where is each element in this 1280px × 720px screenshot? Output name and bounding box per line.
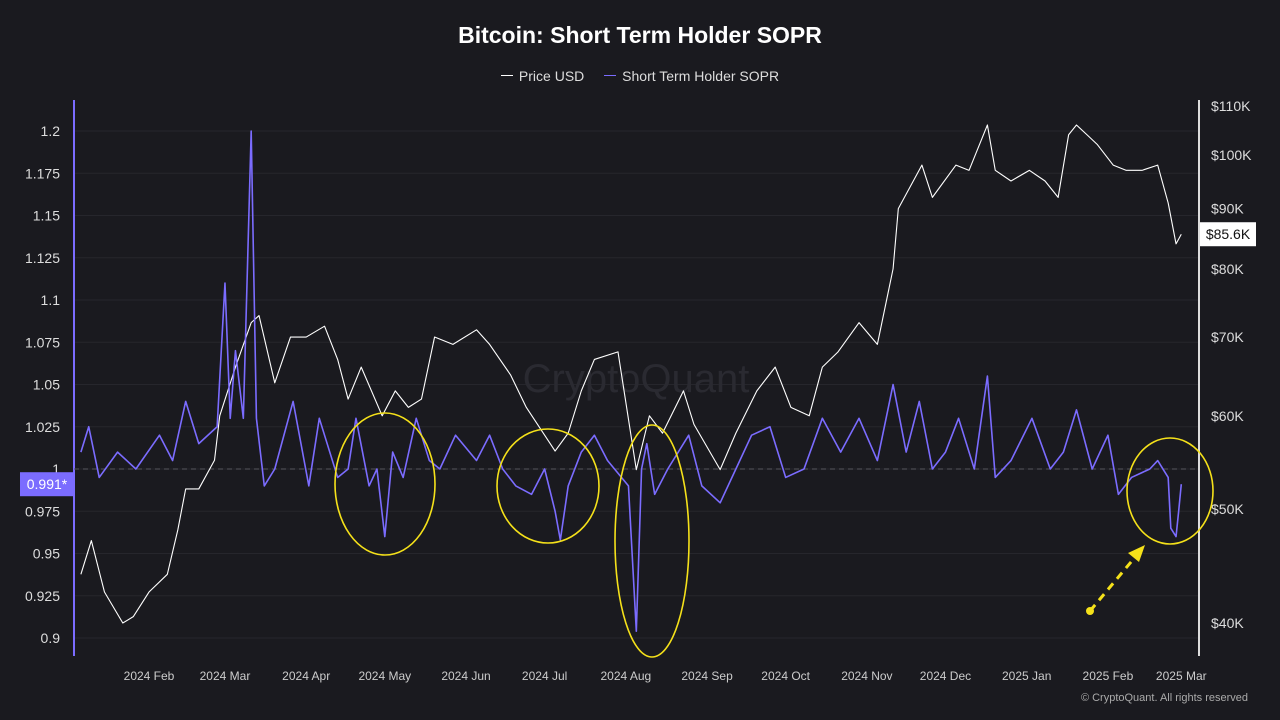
x-tick-label: 2024 Apr [282, 669, 330, 683]
right-tick-label: $80K [1211, 261, 1244, 277]
x-tick-label: 2024 Oct [761, 669, 810, 683]
x-tick-label: 2025 Feb [1083, 669, 1134, 683]
right-tick-label: $40K [1211, 615, 1244, 631]
x-tick-label: 2024 Aug [600, 669, 651, 683]
x-tick-label: 2024 Nov [841, 669, 892, 683]
left-tick-label: 0.925 [25, 588, 60, 604]
highlight-ellipse [1126, 437, 1214, 545]
right-tick-label: $110K [1211, 98, 1251, 114]
sopr-current-value: 0.991* [27, 476, 68, 492]
left-tick-label: 1.075 [25, 334, 60, 350]
x-tick-label: 2025 Jan [1002, 669, 1051, 683]
left-tick-label: 1.025 [25, 419, 60, 435]
chart-title: Bitcoin: Short Term Holder SOPR [458, 22, 822, 48]
legend-swatch-price [500, 75, 513, 76]
right-tick-label: $60K [1211, 408, 1244, 424]
sopr-current-badge [20, 472, 73, 497]
x-tick-label: 2025 Mar [1156, 669, 1207, 683]
watermark: CryptoQuant [523, 357, 750, 401]
left-tick-label: 0.975 [25, 503, 60, 519]
left-tick-label: 0.9 [41, 630, 61, 646]
copyright: © CryptoQuant. All rights reserved [1080, 692, 1248, 704]
left-tick-label: 1 [52, 461, 60, 477]
arrow-head [1128, 545, 1145, 562]
x-tick-label: 2024 May [358, 669, 411, 683]
left-tick-label: 0.95 [33, 546, 60, 562]
legend-item-sopr[interactable]: Short Term Holder SOPR [604, 68, 779, 84]
legend: Price USD Short Term Holder SOPR [0, 63, 1280, 84]
left-tick-label: 1.1 [41, 292, 61, 308]
x-tick-label: 2024 Dec [920, 669, 971, 683]
left-tick-label: 1.125 [25, 250, 60, 266]
left-tick-label: 1.175 [25, 165, 60, 181]
price-line [80, 124, 1182, 624]
left-tick-label: 1.15 [33, 208, 60, 224]
right-tick-label: $100K [1211, 147, 1252, 163]
annotation-arrow [1088, 555, 1138, 612]
x-tick-label: 2024 Feb [124, 669, 175, 683]
legend-label-sopr: Short Term Holder SOPR [622, 67, 780, 84]
highlight-ellipse [334, 412, 436, 556]
arrow-tail-dot [1086, 607, 1094, 615]
legend-item-price[interactable]: Price USD [500, 67, 585, 84]
right-tick-label: $70K [1211, 329, 1244, 345]
legend-swatch-sopr [604, 75, 617, 76]
left-tick-label: 1.05 [33, 377, 60, 393]
x-tick-label: 2024 Jun [441, 669, 490, 683]
x-tick-label: 2024 Mar [200, 669, 251, 683]
right-tick-label: $50K [1211, 501, 1244, 517]
highlight-ellipse [614, 424, 690, 658]
price-current-value: $85.6K [1206, 226, 1251, 242]
legend-label-price: Price USD [518, 67, 585, 84]
sopr-line [80, 130, 1183, 633]
x-tick-label: 2024 Jul [522, 669, 567, 683]
x-tick-label: 2024 Sep [681, 669, 733, 683]
right-tick-label: $90K [1211, 201, 1244, 217]
price-current-badge [1200, 222, 1256, 247]
left-tick-label: 1.2 [41, 123, 61, 139]
highlight-ellipse [496, 428, 600, 544]
